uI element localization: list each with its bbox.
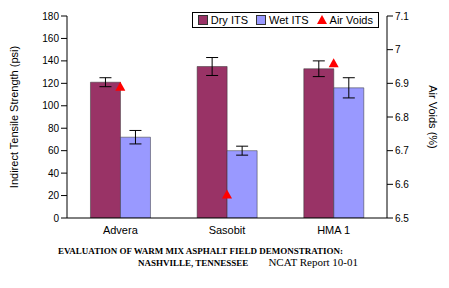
html-text:Dry ITS: Dry ITS bbox=[210, 14, 248, 26]
svg-text:60: 60 bbox=[48, 145, 60, 156]
svg-text:Indirect Tensile Strength (psi: Indirect Tensile Strength (psi) bbox=[8, 46, 20, 188]
svg-text:160: 160 bbox=[42, 33, 59, 44]
svg-text:100: 100 bbox=[42, 100, 59, 111]
html-text:Air Voids: Air Voids bbox=[329, 14, 373, 26]
svg-text:7: 7 bbox=[395, 44, 401, 55]
svg-text:80: 80 bbox=[48, 123, 60, 134]
svg-text:0: 0 bbox=[53, 213, 59, 224]
svg-text:20: 20 bbox=[48, 190, 60, 201]
svg-text:180: 180 bbox=[42, 11, 59, 22]
html-text:EVALUATION OF WARM MIX ASPHALT: EVALUATION OF WARM MIX ASPHALT FIELD DEM… bbox=[58, 246, 343, 256]
svg-text:140: 140 bbox=[42, 55, 59, 66]
svg-text:6.5: 6.5 bbox=[395, 213, 409, 224]
svg-text:120: 120 bbox=[42, 78, 59, 89]
svg-text:6.7: 6.7 bbox=[395, 145, 409, 156]
svg-text:40: 40 bbox=[48, 168, 60, 179]
svg-text:Advera: Advera bbox=[103, 224, 139, 236]
html-text:NCAT Report 10-01: NCAT Report 10-01 bbox=[268, 256, 358, 268]
svg-text:6.8: 6.8 bbox=[395, 112, 409, 123]
svg-text:Air Voids (%): Air Voids (%) bbox=[427, 85, 439, 149]
svg-text:7.1: 7.1 bbox=[395, 11, 409, 22]
html-text:Wet ITS: Wet ITS bbox=[269, 14, 309, 26]
html-text:NASHVILLE, TENNESSEE: NASHVILLE, TENNESSEE bbox=[138, 258, 249, 268]
svg-text:6.6: 6.6 bbox=[395, 179, 409, 190]
svg-text:6.9: 6.9 bbox=[395, 78, 409, 89]
svg-text:Sasobit: Sasobit bbox=[209, 224, 246, 236]
svg-text:HMA 1: HMA 1 bbox=[317, 224, 350, 236]
